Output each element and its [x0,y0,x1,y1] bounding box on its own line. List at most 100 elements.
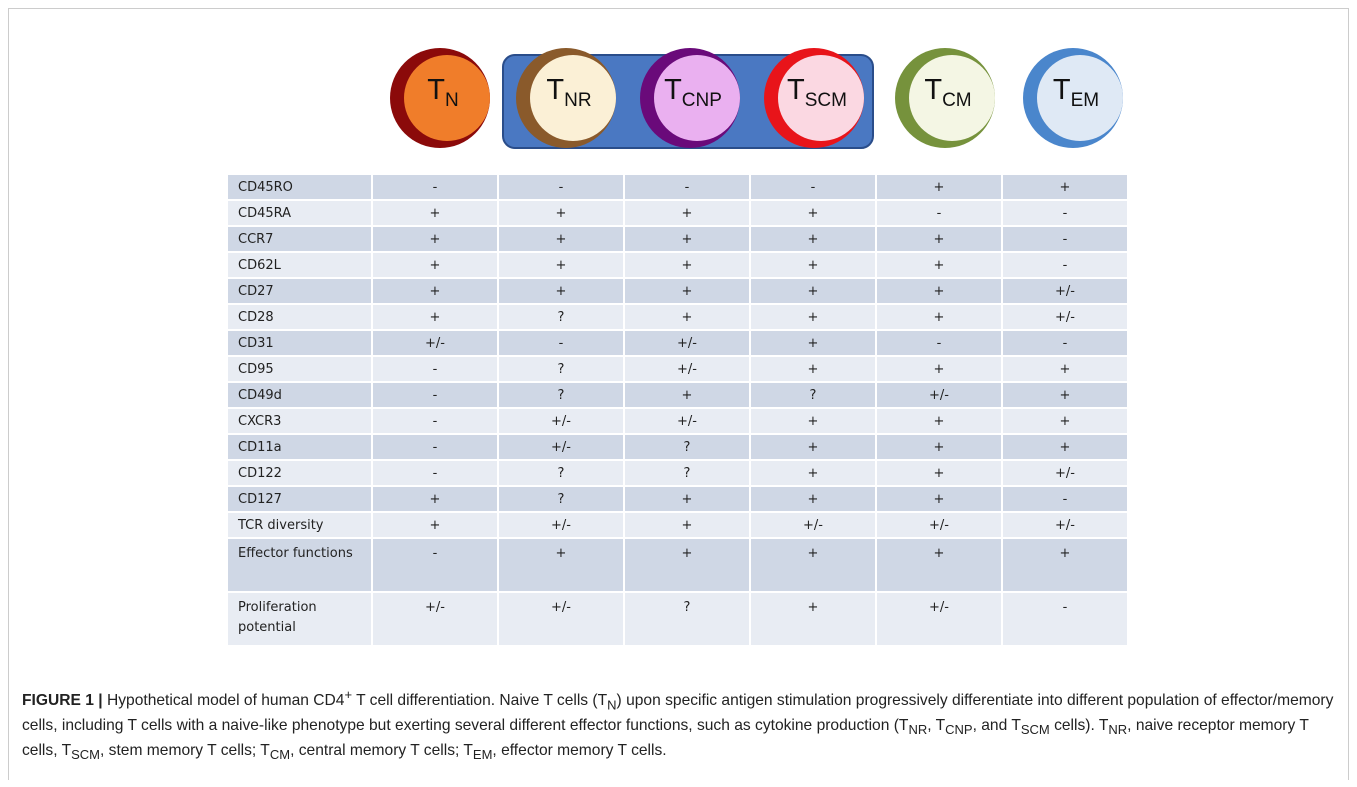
table-cell: + [750,252,876,278]
row-header: TCR diversity [228,512,372,538]
table-cell: +/- [876,382,1002,408]
cell-label: TCNP [643,74,743,112]
table-cell: +/- [876,592,1002,646]
table-cell: + [624,538,750,592]
text: SCM [805,90,847,111]
text: N [607,697,616,712]
table-cell: + [498,226,624,252]
table-cell: + [372,278,498,304]
text: , T [927,717,945,734]
table-row: CD28+?++++/- [228,304,1128,330]
table-cell: - [498,175,624,200]
table-cell: - [1002,200,1128,226]
row-header: Proliferation potential [228,592,372,646]
table-cell: + [372,200,498,226]
row-header: CD122 [228,460,372,486]
table-row: CD11a-+/-?+++ [228,434,1128,460]
table-cell: + [750,330,876,356]
table-cell: +/- [372,330,498,356]
table-row: CD45RA++++-- [228,200,1128,226]
table-cell: + [876,278,1002,304]
table-cell: ? [498,356,624,382]
text: EM [1071,90,1100,111]
table-cell: + [876,356,1002,382]
table-cell: + [750,486,876,512]
table-cell: + [1002,538,1128,592]
table-row: CD31+/--+/-+-- [228,330,1128,356]
table-cell: - [1002,592,1128,646]
text: T cell differentiation. Naive T cells (T [352,692,607,709]
table-row: CCR7+++++- [228,226,1128,252]
cell-label: TNR [519,74,619,112]
text: CM [942,90,972,111]
table-cell: + [1002,356,1128,382]
table-cell: - [624,175,750,200]
table-row: CD62L+++++- [228,252,1128,278]
table-cell: - [372,175,498,200]
table-cell: + [624,278,750,304]
cell-label: TEM [1026,74,1126,112]
table-cell: + [750,408,876,434]
table-cell: - [372,460,498,486]
table-cell: - [498,330,624,356]
text: , stem memory T cells; T [100,742,270,759]
table-cell: - [1002,486,1128,512]
table-cell: +/- [498,408,624,434]
table-cell: + [750,304,876,330]
text: cells). T [1050,717,1109,734]
table-cell: +/- [1002,512,1128,538]
caption: FIGURE 1 | Hypothetical model of human C… [22,684,1337,766]
table-cell: - [750,175,876,200]
text: T [427,74,445,106]
table-cell: + [498,200,624,226]
table-cell: - [372,382,498,408]
table-cell: + [876,408,1002,434]
table-cell: + [624,200,750,226]
text: , effector memory T cells. [492,742,666,759]
table-row: TCR diversity++/-++/-+/-+/- [228,512,1128,538]
table-row: Proliferation potential+/-+/-?++/-- [228,592,1128,646]
text: Hypothetical model of human CD4 [103,692,345,709]
text: T [787,74,805,106]
table-cell: ? [624,460,750,486]
table-row: CD95-?+/-+++ [228,356,1128,382]
table-cell: + [624,252,750,278]
text: EM [473,748,493,763]
table-cell: - [876,200,1002,226]
page: TN TNR TCNP TSCM TCM TEM CD45RO----++CD4… [0,0,1357,787]
table-cell: ? [498,486,624,512]
table-cell: +/- [498,434,624,460]
table-cell: - [372,538,498,592]
table-cell: + [750,592,876,646]
text: T [924,74,942,106]
table-cell: +/- [498,512,624,538]
text: SCM [71,748,100,763]
table-cell: + [750,538,876,592]
table-cell: + [750,460,876,486]
table-cell: +/- [876,512,1002,538]
table-row: CD45RO----++ [228,175,1128,200]
table-cell: + [750,226,876,252]
table-cell: + [1002,408,1128,434]
table-cell: + [876,175,1002,200]
text: FIGURE 1 | [22,692,103,709]
cell-label: TN [393,74,493,112]
table-cell: +/- [1002,278,1128,304]
table-cell: +/- [1002,304,1128,330]
table-cell: + [750,434,876,460]
text: CM [270,748,290,763]
text: T [664,74,682,106]
table-cell: + [372,512,498,538]
table-cell: + [876,304,1002,330]
row-header: CD45RO [228,175,372,200]
table-row: CXCR3-+/-+/-+++ [228,408,1128,434]
table-cell: - [1002,252,1128,278]
row-header: CD49d [228,382,372,408]
table-cell: + [372,252,498,278]
text: NR [1108,722,1127,737]
row-header: CD31 [228,330,372,356]
text: , central memory T cells; T [290,742,473,759]
table-cell: + [498,252,624,278]
table-row: CD49d-?+?+/-+ [228,382,1128,408]
cell-label: TCM [898,74,998,112]
